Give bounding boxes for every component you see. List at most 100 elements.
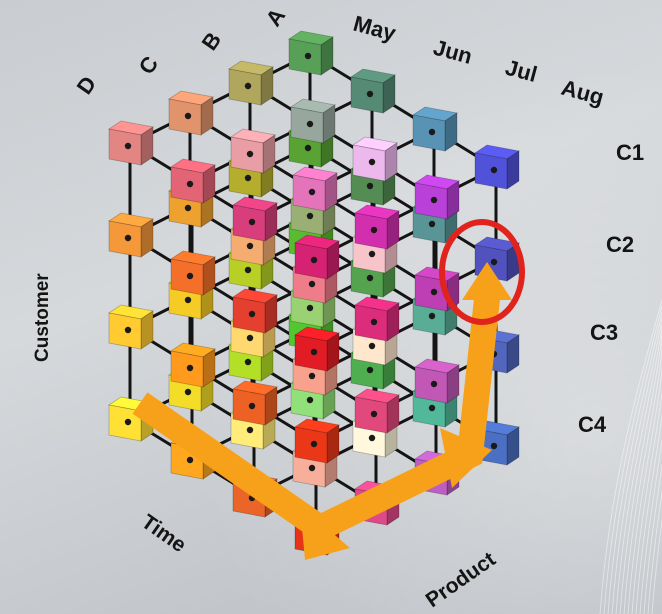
background-swoosh-line xyxy=(607,311,662,614)
cube-rod-joint xyxy=(368,434,376,442)
cube-rod-joint xyxy=(366,366,374,374)
cube-cell xyxy=(169,342,217,388)
background-swoosh-line xyxy=(635,354,662,614)
cube-cell xyxy=(231,380,279,426)
cube-rod-joint xyxy=(124,142,132,150)
background-swoosh-lines xyxy=(599,299,662,614)
cube-rod-joint xyxy=(430,288,438,296)
cube-rod-joint xyxy=(246,426,254,434)
cube-rod-joint xyxy=(184,296,192,304)
cube-rod-joint xyxy=(428,404,436,412)
cube-rod-joint xyxy=(310,348,318,356)
cube-rod-joint xyxy=(490,258,498,266)
cube-cell xyxy=(293,326,341,372)
cube-rod-joint xyxy=(124,326,132,334)
cube-cell xyxy=(353,388,401,434)
cube-cell xyxy=(293,418,341,464)
cube-cell xyxy=(351,136,399,182)
axis-label-customer: Customer xyxy=(32,273,53,362)
background-swoosh-line xyxy=(615,323,662,614)
cube-cell xyxy=(169,158,217,204)
cube-rod-joint xyxy=(246,242,254,250)
cube-rod-joint xyxy=(184,204,192,212)
background-swoosh-line xyxy=(619,329,662,614)
cube-rod-joint xyxy=(490,442,498,450)
background-swoosh-line xyxy=(631,348,662,614)
customer-label-c3: C3 xyxy=(590,320,618,345)
cube-rod-joint xyxy=(368,158,376,166)
cube-rod-joint xyxy=(428,312,436,320)
cube-rod-joint xyxy=(248,218,256,226)
cube-rod-joint xyxy=(244,358,252,366)
cube-rod-joint xyxy=(186,180,194,188)
cube-rod-joint xyxy=(368,342,376,350)
cube-rod-joint xyxy=(366,90,374,98)
cube-cell xyxy=(287,30,335,76)
cube-rod-joint xyxy=(248,402,256,410)
cube-rod-joint xyxy=(124,234,132,242)
cube-rod-joint xyxy=(186,272,194,280)
cube-rod-joint xyxy=(244,174,252,182)
cube-rod-joint xyxy=(304,144,312,152)
cube-rod-joint xyxy=(306,304,314,312)
cube-rod-joint xyxy=(184,112,192,120)
cube-cell xyxy=(289,98,337,144)
cube-rod-joint xyxy=(428,220,436,228)
customer-label-c2: C2 xyxy=(606,232,634,257)
cube-rod-joint xyxy=(244,266,252,274)
customer-label-c1: C1 xyxy=(616,140,644,165)
background-swoosh-line xyxy=(611,317,662,614)
cube-cell xyxy=(473,144,521,190)
customer-label-c4: C4 xyxy=(578,412,607,437)
cube-cell xyxy=(107,304,155,350)
cube-rod-joint xyxy=(306,212,314,220)
cube-rod-joint xyxy=(308,280,316,288)
cube-rod-joint xyxy=(490,166,498,174)
cube-rod-joint xyxy=(366,274,374,282)
cube-rod-joint xyxy=(306,120,314,128)
cube-rod-joint xyxy=(246,334,254,342)
background-swoosh-line xyxy=(627,342,662,614)
background-swoosh-line xyxy=(603,305,662,614)
background-swoosh-line xyxy=(647,372,662,614)
cube-rod-joint xyxy=(370,226,378,234)
cube-rod-joint xyxy=(310,440,318,448)
cube-cell xyxy=(231,288,279,334)
cube-rod-joint xyxy=(430,196,438,204)
background-swoosh-line xyxy=(623,336,662,614)
cube-rod-joint xyxy=(306,396,314,404)
background-swoosh-line xyxy=(639,360,662,614)
cube-rod-joint xyxy=(308,372,316,380)
background-swoosh-line xyxy=(643,366,662,614)
arrowhead-right xyxy=(440,428,492,488)
cube-cell xyxy=(349,68,397,114)
cube-cell xyxy=(413,174,461,220)
navigation-arrows xyxy=(132,262,512,560)
cube-cell xyxy=(411,106,459,152)
cube-cell xyxy=(293,234,341,280)
cube-cell xyxy=(229,128,277,174)
cube-rod-joint xyxy=(366,182,374,190)
path-arrow xyxy=(132,288,501,544)
cube-rod-joint xyxy=(246,150,254,158)
cube-rod-joint xyxy=(186,456,194,464)
cube-rod-joint xyxy=(310,256,318,264)
arrowhead-bottom xyxy=(300,505,350,560)
cube-cell xyxy=(107,212,155,258)
cube-cell xyxy=(107,120,155,166)
cube-cell xyxy=(227,60,275,106)
background-swoosh-line xyxy=(651,378,662,614)
cube-cell xyxy=(353,204,401,250)
cube-cell xyxy=(167,90,215,136)
arrowhead-top xyxy=(462,262,512,300)
cube-cell xyxy=(353,296,401,342)
cube-rod-joint xyxy=(124,418,132,426)
cube-rod-joint xyxy=(430,380,438,388)
cube-rod-joint xyxy=(248,310,256,318)
cube-cell xyxy=(413,358,461,404)
cube-rod-joint xyxy=(304,52,312,60)
cube-rod-joint xyxy=(370,318,378,326)
cube-rod-joint xyxy=(244,82,252,90)
cube-cell xyxy=(291,166,339,212)
cube-rod-joint xyxy=(184,388,192,396)
